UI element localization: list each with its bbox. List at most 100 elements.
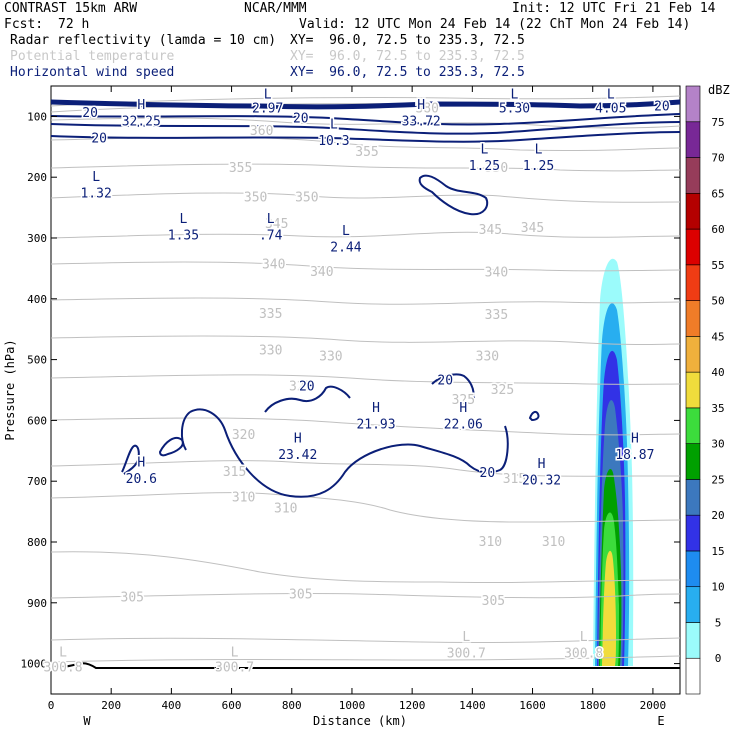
wind-line [51,121,680,135]
wind-isotach-20 [528,410,540,422]
x-tick-label: 2000 [640,699,667,712]
colorbar-label: 0 [715,652,722,665]
colorbar-label: 30 [711,438,724,451]
wind-label: 20 [480,466,496,481]
colorbar-swatch [685,443,701,480]
extremum-value: 2.44 [330,241,361,256]
jet-core [51,99,680,110]
model-name: CONTRAST 15km ARW [4,1,138,16]
high-marker: H [459,401,467,416]
y-tick-label: 700 [27,475,47,488]
valid-time: Valid: 12 UTC Mon 24 Feb 14 (22 ChT Mon … [299,17,691,32]
wind-isolines [51,99,680,498]
theta-label: 345 [479,223,502,238]
colorbar-label: 10 [711,581,724,594]
low-marker: L [580,630,588,645]
theta-label: 305 [289,588,312,603]
y-axis: 100 200 300 400 500 600 700 800 900 1000 [21,110,680,671]
field-theta-xy: XY= 96.0, 72.5 to 235.3, 72.5 [290,49,525,64]
theta-label: 340 [310,265,333,280]
forecast-label: Fcst: [4,17,44,32]
low-marker: L [59,645,67,660]
x-axis-title: Distance (km) [313,714,407,728]
high-marker: H [372,401,380,416]
colorbar-swatch [685,264,701,301]
y-tick-label: 400 [27,293,47,306]
high-marker: H [294,431,302,446]
extremum-value: 10.3 [318,134,349,149]
wind-isotach-20 [121,444,140,475]
theta-line [51,551,680,584]
init-time: Init: 12 UTC Fri 21 Feb 14 [512,1,716,16]
wind-label: 20 [82,106,98,121]
theta-label: 350 [244,191,267,206]
colorbar-swatch [685,514,701,552]
extremum-value: 2.97 [252,101,283,116]
x-tick-label: 600 [222,699,242,712]
plot-frame [50,85,681,695]
theta-label: 330 [259,343,282,358]
high-marker: H [631,431,639,446]
low-marker: L [535,143,543,158]
low-marker: L [342,224,350,239]
extremum-value: 300.8 [564,647,603,662]
theta-label: 340 [485,265,508,280]
theta-label: 315 [503,472,526,487]
colorbar-label: 20 [711,509,724,522]
wind-labels: 20 20 20 20 20 20 20 [81,98,671,483]
colorbar-swatch [685,622,701,659]
colorbar-label: 60 [711,223,724,236]
extremum-value: 300.7 [215,661,254,676]
colorbar-label: 50 [711,295,724,308]
colorbar-label: 40 [711,366,724,379]
theta-label: 350 [295,191,318,206]
extremum-value: 1.25 [523,159,554,174]
extremum-value: .74 [259,228,283,243]
wind-line [51,113,680,126]
theta-line [51,117,680,129]
extremum-value: 4.05 [595,101,626,116]
theta-line [51,231,680,239]
x-tick-label: 200 [101,699,121,712]
field-reflectivity: Radar reflectivity (lamda = 10 cm) [10,33,277,48]
extremum-value: 1.25 [469,159,500,174]
colorbar-label: 65 [711,187,724,200]
wind-label: 20 [293,112,309,127]
theta-label: 345 [521,221,544,236]
theta-line [51,261,680,272]
wind-label: 20 [654,99,670,114]
wind-line [51,131,680,143]
colorbar-swatch [685,657,701,695]
y-tick-label: 800 [27,536,47,549]
extremum-value: 20.32 [522,473,561,488]
theta-label: 310 [542,535,565,550]
theta-label: 380 [415,101,438,116]
refl-40dbz [602,550,616,666]
x-tick-label: 1200 [399,699,426,712]
colorbar-label: 75 [711,116,724,129]
theta-line [51,335,680,345]
forecast-hours: 72 h [58,17,90,32]
colorbar-swatch [685,228,701,266]
extremum-value: 300.7 [447,647,486,662]
extremum-value: 5.30 [499,101,530,116]
x-tick-label: 1000 [339,699,366,712]
x-tick-label: 1600 [519,699,546,712]
theta-line [51,95,680,107]
colorbar-swatch [685,336,701,373]
colorbar-swatch [685,371,701,409]
colorbar-label: 35 [711,402,724,415]
wind-isotach-20 [431,373,475,399]
low-marker: L [462,630,470,645]
theta-label: 310 [274,501,297,516]
colorbar-swatch [685,407,701,444]
x-axis: 0 200 400 600 800 1000 1200 1400 1600 1800 2000 [48,86,666,712]
theta-label: 310 [479,535,502,550]
x-tick-label: 400 [161,699,181,712]
x-tick-label: 800 [282,699,302,712]
extremum-value: 23.42 [278,448,317,463]
wind-isotach-20 [264,385,351,413]
high-marker: H [417,98,425,113]
theta-line [51,163,680,172]
wind-label: 20 [299,380,315,395]
